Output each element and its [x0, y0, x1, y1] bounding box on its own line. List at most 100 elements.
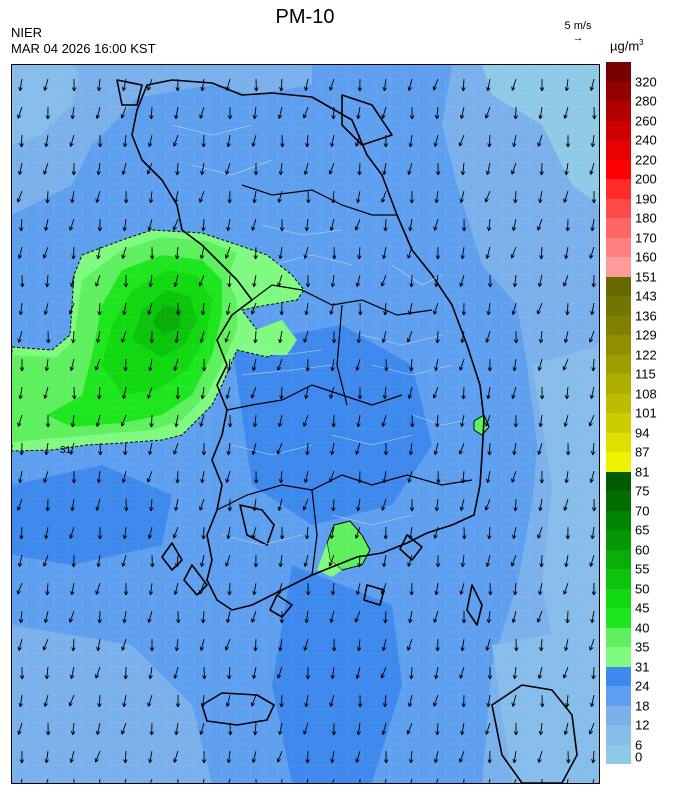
wind-arrow-icon — [122, 302, 127, 316]
wind-arrow-icon — [382, 694, 388, 708]
wind-arrow-icon — [382, 554, 387, 568]
wind-arrow-icon — [303, 554, 309, 567]
wind-arrow-icon — [16, 582, 23, 595]
wind-arrow-icon — [536, 218, 543, 231]
wind-arrow-icon — [253, 246, 258, 260]
wind-arrow-icon — [120, 414, 127, 427]
wind-arrow-icon — [251, 358, 257, 371]
wind-arrow-icon — [18, 470, 23, 484]
wind-arrow-icon — [226, 134, 231, 148]
wind-arrow-icon — [588, 722, 595, 735]
wind-arrow-icon — [149, 639, 155, 652]
wind-arrow-icon — [251, 134, 257, 147]
wind-arrow-icon — [381, 498, 387, 511]
wind-arrow-icon — [407, 78, 413, 91]
wind-arrow-icon — [69, 526, 75, 539]
wind-arrow-icon — [251, 526, 257, 539]
wind-arrow-icon — [409, 190, 415, 204]
wind-arrow-icon — [17, 246, 23, 259]
wind-arrow-icon — [406, 722, 413, 735]
wind-arrow-icon — [562, 666, 569, 679]
wind-arrow-icon — [253, 554, 259, 568]
wind-arrow-icon — [303, 246, 309, 259]
map-title: PM-10 — [275, 6, 335, 28]
wind-arrow-icon — [69, 750, 75, 763]
wind-arrow-icon — [71, 554, 76, 568]
unit-label: µg/m3 — [610, 38, 644, 53]
wind-arrow-icon — [330, 666, 335, 680]
wind-arrow-icon — [278, 162, 284, 176]
wind-arrow-icon — [201, 218, 206, 232]
wind-arrow-icon — [73, 778, 75, 783]
wind-arrow-icon — [68, 694, 75, 707]
wind-arrow-icon — [380, 274, 387, 287]
wind-arrow-icon — [591, 666, 596, 680]
wind-arrow-icon — [198, 582, 205, 595]
wind-arrow-icon — [486, 694, 491, 708]
wind-arrow-icon — [173, 358, 179, 371]
legend-label: 87 — [635, 444, 650, 460]
wind-arrow-icon — [407, 470, 413, 483]
wind-arrow-icon — [433, 750, 439, 763]
wind-arrow-icon — [406, 330, 413, 343]
wind-arrow-icon — [278, 246, 283, 260]
wind-arrow-icon — [485, 638, 491, 651]
wind-arrow-icon — [408, 134, 413, 148]
wind-arrow-icon — [172, 134, 179, 147]
wind-arrow-icon — [512, 274, 518, 288]
wind-arrow-icon — [225, 162, 231, 175]
wind-arrow-icon — [510, 162, 517, 175]
wind-arrow-icon — [202, 666, 207, 680]
wind-arrow-icon — [70, 414, 76, 428]
legend-label: 320 — [635, 74, 657, 89]
wind-arrow-icon — [511, 302, 517, 315]
legend-swatch — [606, 101, 631, 121]
legend-swatch — [606, 471, 631, 491]
wind-arrow-icon — [70, 274, 75, 287]
wind-arrow-icon — [253, 470, 259, 484]
wind-arrow-icon — [565, 526, 571, 540]
wind-arrow-icon — [71, 78, 77, 92]
wind-arrow-icon — [383, 610, 388, 624]
wind-arrow-icon — [409, 666, 414, 680]
legend-swatch — [606, 432, 631, 452]
wind-arrow-icon — [487, 750, 492, 764]
wind-arrow-icon — [329, 78, 335, 91]
wind-arrow-icon — [149, 330, 155, 344]
wind-arrow-icon — [228, 722, 233, 736]
wind-arrow-icon — [565, 302, 570, 316]
wind-arrow-icon — [332, 778, 335, 783]
unit-exponent: 3 — [639, 38, 644, 47]
legend-label: 65 — [635, 522, 650, 538]
wind-arrow-icon — [122, 610, 127, 624]
wind-arrow-icon — [200, 694, 206, 708]
wind-arrow-icon — [357, 694, 363, 708]
wind-arrow-icon — [198, 190, 205, 203]
legend-label: 0 — [635, 749, 643, 765]
wind-arrow-icon — [302, 498, 309, 511]
wind-arrow-icon — [592, 778, 595, 783]
wind-arrow-icon — [565, 610, 570, 624]
wind-arrow-icon — [304, 218, 310, 232]
wind-arrow-icon — [330, 134, 335, 147]
wind-arrow-icon — [539, 246, 544, 260]
wind-arrow-icon — [487, 358, 493, 372]
wind-arrow-icon — [539, 386, 545, 400]
wind-arrow-icon — [226, 442, 231, 456]
wind-arrow-icon — [304, 386, 309, 400]
wind-arrow-icon — [564, 78, 570, 92]
wind-arrow-icon — [120, 106, 127, 119]
wind-arrow-icon — [95, 722, 101, 735]
wind-arrow-icon — [96, 246, 101, 260]
wind-arrow-icon — [176, 610, 181, 624]
wind-arrow-icon — [68, 610, 75, 623]
wind-arrow-icon — [303, 330, 309, 343]
wind-arrow-icon — [148, 666, 153, 680]
wind-arrow-icon — [17, 554, 23, 567]
wind-arrow-icon — [433, 134, 439, 147]
wind-arrow-icon — [252, 582, 257, 596]
wind-arrow-icon — [17, 414, 23, 427]
legend-swatch — [606, 569, 631, 589]
wind-arrow-icon — [329, 218, 335, 231]
wind-arrow-icon — [149, 246, 155, 260]
